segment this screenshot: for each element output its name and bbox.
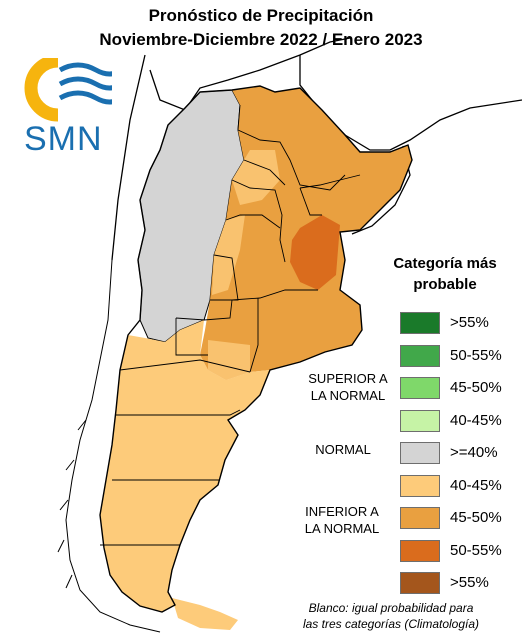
smn-logo-text: SMN (24, 120, 103, 158)
region-lightorange-patches (208, 150, 280, 380)
map-subtitle: Noviembre-Diciembre 2022 / Enero 2023 (99, 30, 423, 49)
category-superior-line2: LA NORMAL (310, 388, 386, 403)
legend-title-line2: probable (413, 276, 477, 293)
legend-label: 50-55% (450, 347, 502, 364)
footnote: Blanco: igual probabilidad para las tres… (260, 600, 522, 632)
legend-label: 45-50% (450, 379, 502, 396)
legend-swatch (400, 475, 440, 497)
legend-label: >=40% (450, 444, 498, 461)
province-borders (100, 104, 361, 546)
category-inferior-line2: LA NORMAL (304, 521, 380, 536)
chile-coast (57, 259, 161, 633)
footnote-line2: las tres categorías (Climatología) (302, 617, 480, 631)
legend-title: Categoría más probable (370, 253, 520, 295)
category-inferior: INFERIOR A LA NORMAL (287, 503, 397, 537)
category-superior-line1: SUPERIOR A (308, 371, 388, 386)
legend-swatch (400, 410, 440, 432)
region-lightorange-patagonia (100, 320, 270, 630)
legend-label: 40-45% (450, 477, 502, 494)
argentina-outline (99, 85, 413, 613)
footnote-line1: Blanco: igual probabilidad para (308, 601, 474, 615)
legend-swatch (400, 507, 440, 529)
legend-label: 50-55% (450, 542, 502, 559)
legend-swatch (400, 442, 440, 464)
legend-swatch (400, 312, 440, 334)
legend-swatch (400, 572, 440, 594)
legend-swatch (400, 377, 440, 399)
legend-label: >55% (450, 314, 489, 331)
category-normal: NORMAL (315, 442, 371, 457)
legend-label: 45-50% (450, 509, 502, 526)
map-title: Pronóstico de Precipitación (148, 6, 374, 25)
legend-title-line1: Categoría más (393, 255, 497, 272)
smn-sun-waves-icon (24, 54, 124, 128)
legend-swatch (400, 345, 440, 367)
legend-label: >55% (450, 574, 489, 591)
category-inferior-line1: INFERIOR A (305, 504, 379, 519)
legend-swatch (400, 540, 440, 562)
category-superior: SUPERIOR A LA NORMAL (293, 370, 403, 404)
legend-label: 40-45% (450, 412, 502, 429)
region-darkorange-litoral (290, 215, 340, 290)
